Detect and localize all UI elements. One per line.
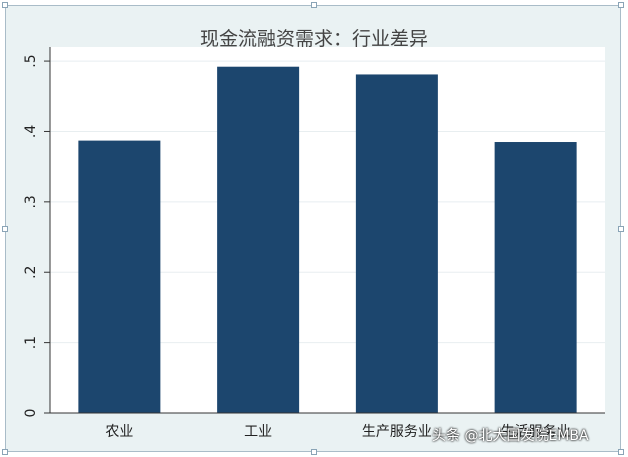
resize-handle-top-right[interactable] (618, 2, 624, 8)
watermark-text: 头条 @北大国发院EMBA (432, 428, 589, 444)
x-tick-label: 生活服务业 (501, 424, 571, 440)
x-tick-label: 工业 (244, 424, 272, 440)
resize-handle-bottom-right[interactable] (618, 449, 624, 455)
resize-handle-top-left[interactable] (2, 2, 8, 8)
bar-4 (494, 142, 577, 413)
resize-handle-middle-left[interactable] (2, 226, 8, 232)
y-tick-label: 0 (23, 409, 39, 418)
bar-2 (217, 66, 300, 413)
y-tick-label: .1 (23, 336, 39, 349)
x-tick-label: 农业 (105, 424, 133, 440)
resize-handle-middle-right[interactable] (618, 226, 624, 232)
y-tick-label: .3 (23, 195, 39, 208)
y-tick-label: .5 (23, 54, 39, 67)
resize-handle-top-middle[interactable] (311, 2, 317, 8)
x-tick-label: 生产服务业 (362, 424, 432, 440)
y-tick-label: .4 (23, 125, 39, 138)
y-tick-label: .2 (23, 266, 39, 279)
resize-handle-bottom-middle[interactable] (311, 449, 317, 455)
bar-1 (78, 140, 161, 413)
resize-handle-bottom-left[interactable] (2, 449, 8, 455)
chart-title: 现金流融资需求：行业差异 (199, 28, 428, 50)
bar-3 (355, 74, 438, 413)
